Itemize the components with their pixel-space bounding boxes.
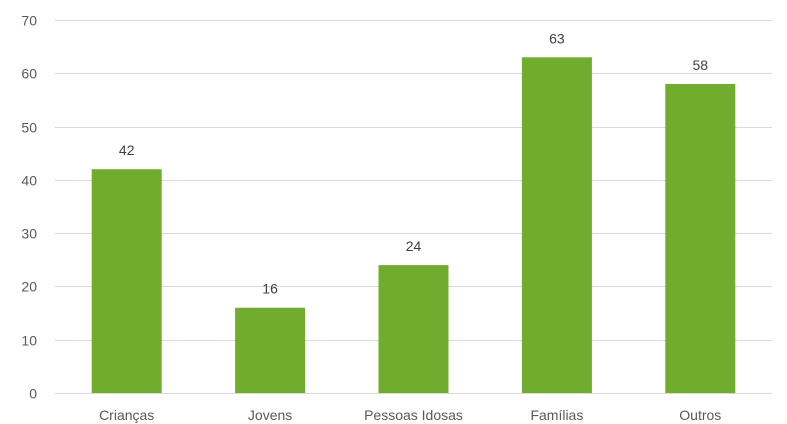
data-label-3: 63	[549, 30, 565, 46]
bar-0	[92, 169, 162, 393]
x-tick-label-4: Outros	[679, 407, 721, 423]
y-axis: 0 10 20 30 40 50 60 70	[21, 13, 37, 402]
y-tick-label: 10	[21, 333, 37, 349]
y-tick-label: 50	[21, 120, 37, 136]
y-tick-label: 0	[29, 386, 37, 402]
y-tick-label: 30	[21, 226, 37, 242]
data-label-0: 42	[119, 142, 135, 158]
x-axis: Crianças Jovens Pessoas Idosas Famílias Outr…	[99, 407, 721, 423]
y-tick-label: 40	[21, 173, 37, 189]
bar-3	[522, 57, 592, 393]
data-labels: 42 16 24 63 58	[119, 30, 708, 296]
bar-2	[379, 265, 449, 393]
y-tick-label: 60	[21, 66, 37, 82]
bar-1	[235, 308, 305, 393]
x-tick-label-0: Crianças	[99, 407, 154, 423]
data-label-2: 24	[406, 238, 422, 254]
data-label-4: 58	[693, 57, 709, 73]
x-tick-label-3: Famílias	[530, 407, 583, 423]
x-tick-label-1: Jovens	[248, 407, 292, 423]
y-tick-label: 20	[21, 279, 37, 295]
y-tick-label: 70	[21, 13, 37, 29]
bars	[92, 57, 736, 393]
data-label-1: 16	[262, 281, 278, 297]
x-tick-label-2: Pessoas Idosas	[364, 407, 463, 423]
bar-4	[665, 84, 735, 393]
